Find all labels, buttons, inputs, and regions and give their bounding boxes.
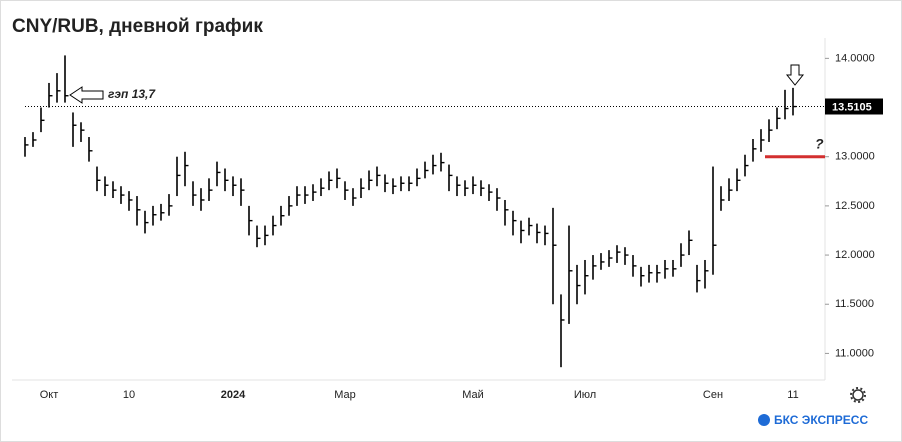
gear-teeth xyxy=(850,387,866,403)
x-tick-label: Май xyxy=(462,389,484,401)
x-tick-label: Окт xyxy=(40,389,59,401)
x-tick-label: Июл xyxy=(574,389,596,401)
x-tick-label: 10 xyxy=(123,389,135,401)
last-price-label: 13.5105 xyxy=(832,101,872,113)
down-arrow xyxy=(785,64,805,86)
logo: БКС ЭКСПРЕСС xyxy=(758,413,868,427)
y-tick-label: 14.0000 xyxy=(835,52,875,64)
level-note: ? xyxy=(815,135,824,151)
gear xyxy=(852,389,864,401)
chart-title: CNY/RUB, дневной график xyxy=(12,16,263,37)
settings-icon[interactable] xyxy=(850,387,866,403)
y-tick-label: 12.0000 xyxy=(835,249,875,261)
gap-note: гэп 13,7 xyxy=(108,87,156,101)
x-tick-label: 2024 xyxy=(221,389,246,401)
gap-arrow xyxy=(69,86,104,104)
x-tick-label: Сен xyxy=(703,389,723,401)
x-tick-label: Мар xyxy=(334,389,356,401)
x-tick-label: 11 xyxy=(787,389,798,401)
y-tick-label: 12.5000 xyxy=(835,200,875,212)
logo-text: БКС ЭКСПРЕСС xyxy=(774,413,868,427)
y-tick-label: 11.0000 xyxy=(835,347,874,359)
logo-icon xyxy=(758,414,770,426)
last-price-box xyxy=(825,98,883,115)
y-tick-label: 11.5000 xyxy=(835,298,874,310)
y-tick-label: 13.0000 xyxy=(835,151,875,163)
